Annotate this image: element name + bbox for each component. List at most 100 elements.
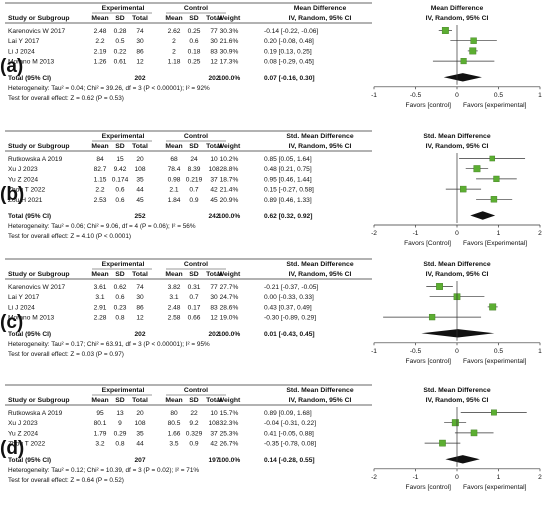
experimental-total: 35 (136, 176, 144, 183)
total-label: Total (95% CI) (8, 331, 51, 338)
study-estimate-square (470, 429, 478, 437)
pooled-effect-ci: 0.01 [-0.43, 0.45] (264, 331, 315, 338)
study-weight: 20.9% (220, 197, 239, 204)
experimental-group-header: Experimental (102, 261, 145, 268)
heterogeneity-stats: Heterogeneity: Tau² = 0.12; Chi² = 10.39… (8, 467, 199, 474)
panel-label: (a) (0, 56, 23, 77)
study-name: Morano M 2013 (8, 315, 55, 322)
study-weight: 19.0% (220, 315, 239, 322)
experimental-sd-header: SD (115, 15, 125, 22)
study-weight: 28.8% (220, 166, 239, 173)
study-effect-ci: 0.85 [0.05, 1.64] (264, 156, 312, 163)
pooled-estimate-diamond (421, 329, 495, 338)
x-axis-tick-label: 0 (455, 348, 459, 355)
study-column-header: Study or Subgroup (8, 397, 70, 404)
experimental-mean: 3.1 (95, 294, 104, 301)
study-weight: 10.2% (220, 156, 239, 163)
control-sd: 0.9 (189, 197, 198, 204)
experimental-total: 86 (136, 48, 144, 55)
experimental-sd: 0.5 (115, 38, 124, 45)
control-total-header: Total (206, 271, 222, 278)
control-total: 77 (210, 284, 218, 291)
effect-column-title: Mean Difference (294, 5, 347, 12)
experimental-sd: 0.6 (115, 197, 124, 204)
experimental-group-header: Experimental (102, 133, 145, 140)
plot-title: Std. Mean Difference (423, 261, 490, 268)
experimental-total: 35 (136, 430, 144, 437)
favors-right-label: Favors [experimental] (463, 102, 527, 109)
study-name: Zhou T 2022 (8, 441, 45, 448)
experimental-mean-header: Mean (91, 397, 108, 404)
experimental-mean-header: Mean (91, 143, 108, 150)
plot-subtitle: IV, Random, 95% CI (426, 15, 489, 22)
control-sd: 0.9 (189, 441, 198, 448)
total-label: Total (95% CI) (8, 457, 51, 464)
study-weight: 25.3% (220, 430, 239, 437)
effect-column-subtitle: IV, Random, 95% CI (289, 397, 352, 404)
control-mean: 2 (172, 38, 176, 45)
forest-panel-2: (b) Experimental Control Std. Mean Differen… (0, 130, 542, 247)
study-weight: 26.7% (220, 441, 239, 448)
panel-label: (b) (0, 184, 24, 205)
control-sd: 0.18 (188, 48, 201, 55)
favors-left-label: Favors [control] (406, 102, 452, 109)
experimental-sd: 13 (116, 410, 124, 417)
study-name: Karenovics W 2017 (8, 28, 66, 35)
study-weight: 15.7% (220, 410, 239, 417)
experimental-sd: 0.6 (115, 187, 124, 194)
control-total: 108 (208, 420, 219, 427)
control-mean: 1.18 (168, 59, 181, 66)
control-total: 37 (210, 176, 218, 183)
plot-title: Std. Mean Difference (423, 387, 490, 394)
experimental-sd-header: SD (115, 143, 125, 150)
control-mean: 3.82 (168, 284, 181, 291)
experimental-mean: 1.79 (94, 430, 107, 437)
control-group-header: Control (184, 133, 208, 140)
experimental-total: 108 (134, 420, 145, 427)
study-weight: 21.6% (220, 38, 239, 45)
experimental-total-header: Total (132, 143, 148, 150)
control-mean: 1.66 (168, 430, 181, 437)
heterogeneity-stats: Heterogeneity: Tau² = 0.04; Chi² = 39.26… (8, 85, 210, 92)
experimental-total: 12 (136, 59, 144, 66)
study-effect-ci: -0.04 [-0.31, 0.22] (264, 420, 316, 427)
experimental-sd: 0.61 (114, 59, 127, 66)
x-axis-tick-label: -1 (371, 348, 377, 355)
experimental-sd: 0.8 (115, 315, 124, 322)
control-total-header: Total (206, 143, 222, 150)
weight-header: Weight (218, 143, 241, 150)
experimental-sd: 0.23 (114, 304, 127, 311)
plot-title: Mean Difference (431, 5, 484, 12)
control-sd: 0.7 (189, 294, 198, 301)
study-estimate-square (436, 283, 443, 290)
control-sd-header: SD (189, 271, 199, 278)
experimental-mean: 2.2 (95, 38, 104, 45)
experimental-mean: 2.53 (94, 197, 107, 204)
heterogeneity-stats: Heterogeneity: Tau² = 0.17; Chi² = 63.91… (8, 341, 210, 348)
experimental-total: 74 (136, 284, 144, 291)
study-weight: 30.9% (220, 48, 239, 55)
control-total: 42 (210, 187, 218, 194)
x-axis-tick-label: 0 (455, 230, 459, 237)
x-axis-tick-label: -2 (371, 230, 377, 237)
study-weight: 30.3% (220, 28, 239, 35)
overall-effect-test: Test for overall effect: Z = 0.62 (P = 0… (8, 95, 124, 102)
overall-effect-test: Test for overall effect: Z = 4.10 (P < 0… (8, 233, 131, 240)
study-effect-ci: -0.35 [-0.78, 0.08] (264, 441, 316, 448)
experimental-sd-header: SD (115, 397, 125, 404)
control-mean: 0.98 (168, 176, 181, 183)
study-name: Zhou T 2022 (8, 187, 45, 194)
experimental-total: 12 (136, 315, 144, 322)
control-sd: 0.31 (188, 284, 201, 291)
experimental-group-header: Experimental (102, 387, 145, 394)
study-name: Rutkowska A 2019 (8, 156, 63, 163)
favors-left-label: Favors [control] (406, 358, 452, 365)
study-name: Xu J 2023 (8, 166, 38, 173)
x-axis-tick-label: 1 (497, 230, 501, 237)
control-grand-total: 197 (208, 457, 219, 464)
control-sd: 0.66 (188, 315, 201, 322)
x-axis-tick-label: -0.5 (410, 92, 422, 99)
plot-subtitle: IV, Random, 95% CI (426, 397, 489, 404)
control-mean: 80.5 (168, 420, 181, 427)
control-mean: 2.62 (168, 28, 181, 35)
